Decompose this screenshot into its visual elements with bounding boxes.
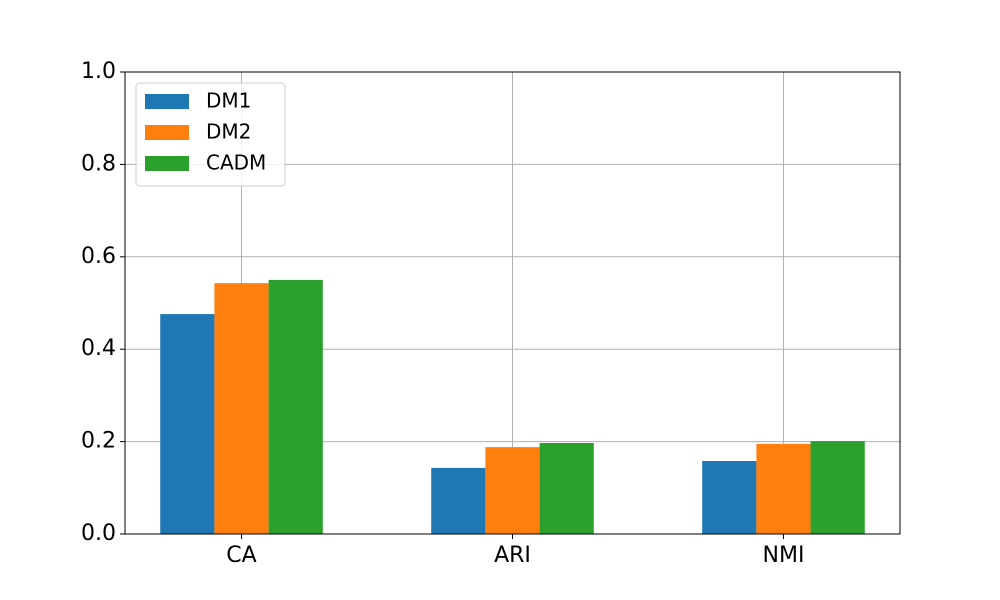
- bar: [702, 461, 757, 534]
- legend-label: CADM: [206, 151, 266, 175]
- bar: [268, 279, 323, 534]
- bar: [756, 443, 811, 534]
- y-tick-label: 0.4: [81, 336, 116, 361]
- legend-label: DM2: [206, 120, 251, 144]
- legend-swatch: [145, 125, 189, 140]
- legend-swatch: [145, 156, 189, 171]
- legend-swatch: [145, 94, 189, 109]
- bar: [810, 441, 865, 534]
- y-tick-label: 0.0: [81, 521, 116, 546]
- y-tick-label: 0.2: [81, 429, 116, 454]
- plot-frame: [124, 71, 901, 535]
- legend-label: DM1: [206, 89, 251, 113]
- x-tick-label: ARI: [494, 543, 531, 568]
- bar: [160, 314, 215, 534]
- y-tick-label: 0.6: [81, 244, 116, 269]
- bar: [431, 467, 486, 534]
- bar: [485, 447, 540, 534]
- bar: [539, 442, 594, 534]
- y-tick-label: 0.8: [81, 151, 116, 176]
- x-tick-label: NMI: [763, 543, 805, 568]
- x-tick-label: CA: [226, 543, 256, 568]
- y-tick-label: 1.0: [81, 59, 116, 84]
- bar: [214, 283, 269, 534]
